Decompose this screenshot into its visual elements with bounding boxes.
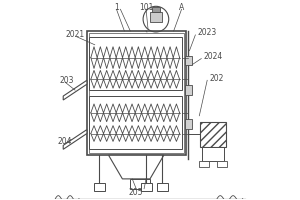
Bar [89,37,182,90]
Bar [150,12,162,22]
Polygon shape [109,155,164,179]
Bar [200,122,226,147]
Bar [130,179,150,189]
Bar [185,56,192,65]
Text: 202: 202 [209,74,224,83]
Text: 203: 203 [59,76,74,85]
Bar [94,183,105,191]
Bar [199,161,209,167]
Text: 101: 101 [139,3,153,12]
Polygon shape [63,80,87,100]
Text: A: A [179,3,184,12]
Bar [89,96,182,149]
Text: 205: 205 [129,188,143,197]
Polygon shape [63,130,87,149]
Bar [152,7,160,12]
Text: 204: 204 [57,137,72,146]
Text: 2024: 2024 [203,52,223,61]
Bar [89,33,184,153]
Text: 2023: 2023 [197,28,217,37]
Bar [87,31,185,155]
Bar [141,183,152,191]
Text: 1: 1 [114,3,119,12]
Bar [157,183,168,191]
Bar [185,119,192,129]
Bar [185,85,192,95]
Bar [217,161,227,167]
Text: 2021: 2021 [65,30,84,39]
Bar [202,147,224,161]
